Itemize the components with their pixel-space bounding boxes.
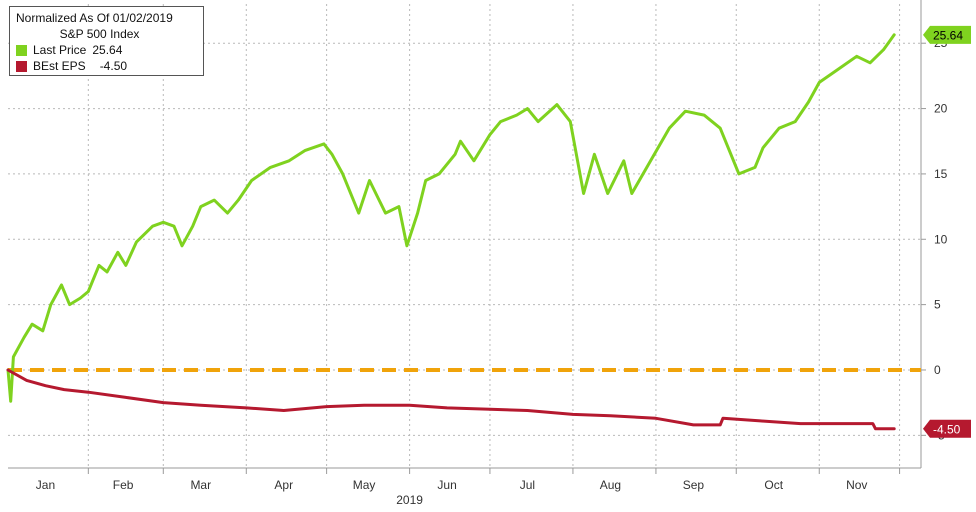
last-value-tag-best-eps bbox=[923, 419, 971, 438]
legend-swatch-last-price bbox=[16, 44, 27, 56]
legend-title: Normalized As Of 01/02/2019 bbox=[16, 11, 173, 25]
series-line-best-eps bbox=[6, 368, 896, 431]
x-tick-label: Oct bbox=[764, 478, 783, 492]
x-tick-label: May bbox=[353, 478, 376, 492]
x-year-label: 2019 bbox=[396, 493, 423, 507]
y-tick-label: 20 bbox=[934, 102, 948, 116]
x-tick-label: Nov bbox=[846, 478, 867, 492]
series-line-last-price bbox=[6, 33, 896, 403]
x-tick-label: Aug bbox=[600, 478, 621, 492]
x-tick-label: Jul bbox=[520, 478, 535, 492]
last-value-tag-last-price bbox=[923, 25, 971, 44]
legend-entry-best-eps: BEst EPS -4.50 bbox=[16, 58, 197, 74]
legend-subtitle: S&P 500 Index bbox=[59, 27, 140, 41]
y-tick-label: 15 bbox=[934, 167, 948, 181]
legend-label-last-price: Last Price bbox=[33, 43, 87, 57]
legend: Normalized As Of 01/02/2019 S&P 500 Inde… bbox=[9, 6, 204, 76]
legend-value-last-price: 25.64 bbox=[92, 43, 123, 57]
x-tick-label: Jun bbox=[437, 478, 456, 492]
legend-value-best-eps: -4.50 bbox=[99, 59, 128, 73]
legend-label-best-eps: BEst EPS bbox=[33, 59, 86, 73]
x-tick-label: Mar bbox=[190, 478, 211, 492]
legend-entry-last-price: Last Price 25.64 bbox=[16, 42, 197, 58]
last-value-label-best-eps: -4.50 bbox=[933, 422, 961, 436]
y-tick-label: 10 bbox=[934, 232, 948, 246]
last-value-label-last-price: 25.64 bbox=[933, 28, 963, 42]
x-tick-label: Apr bbox=[274, 478, 293, 492]
y-tick-label: 0 bbox=[934, 363, 941, 377]
x-tick-label: Feb bbox=[113, 478, 134, 492]
legend-swatch-best-eps bbox=[16, 60, 27, 72]
x-tick-label: Jan bbox=[36, 478, 55, 492]
y-tick-label: 5 bbox=[934, 298, 941, 312]
x-tick-label: Sep bbox=[683, 478, 705, 492]
